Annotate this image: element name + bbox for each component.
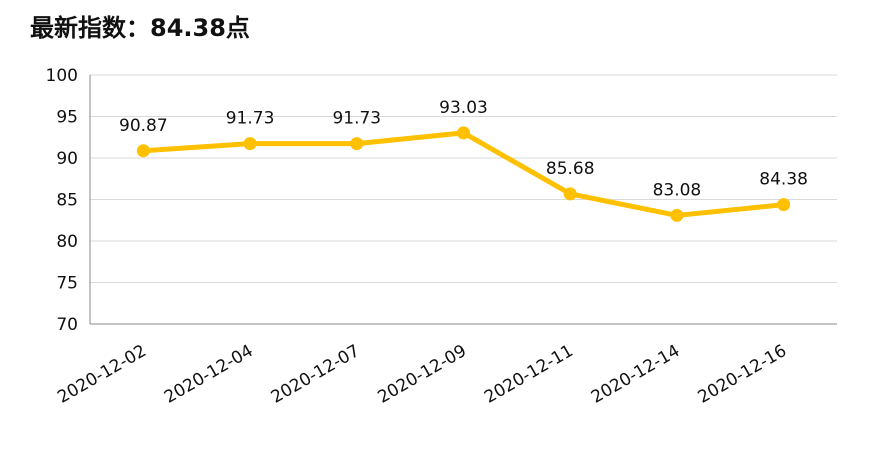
y-tick-label: 75	[56, 274, 78, 294]
y-tick-label: 100	[46, 66, 78, 86]
data-point	[350, 137, 364, 151]
data-point	[136, 144, 150, 158]
series-line	[143, 130, 784, 218]
y-tick-label: 85	[56, 191, 78, 211]
y-tick-label: 70	[56, 315, 78, 335]
x-tick-label: 2020-12-04	[161, 341, 257, 408]
data-point	[670, 208, 684, 222]
x-tick-label: 2020-12-09	[374, 341, 470, 408]
data-point	[777, 198, 791, 212]
data-label: 93.03	[439, 98, 488, 118]
data-label: 90.87	[119, 116, 168, 136]
x-tick-label: 2020-12-07	[268, 341, 364, 408]
chart-title: 最新指数：84.38点	[30, 14, 250, 42]
x-tick-label: 2020-12-02	[54, 341, 150, 408]
data-point	[243, 137, 257, 151]
data-point	[563, 187, 577, 201]
y-tick-label: 95	[56, 108, 78, 128]
x-tick-label: 2020-12-14	[588, 341, 684, 408]
data-label: 91.73	[332, 109, 381, 129]
y-tick-label: 80	[56, 232, 78, 252]
data-label: 91.73	[226, 109, 275, 129]
data-point	[457, 126, 470, 140]
data-label: 84.38	[759, 170, 808, 190]
data-label: 83.08	[653, 180, 702, 200]
y-tick-label: 90	[56, 149, 78, 169]
data-label: 85.68	[546, 159, 595, 179]
x-tick-label: 2020-12-11	[481, 341, 577, 408]
x-tick-label: 2020-12-16	[695, 341, 791, 408]
